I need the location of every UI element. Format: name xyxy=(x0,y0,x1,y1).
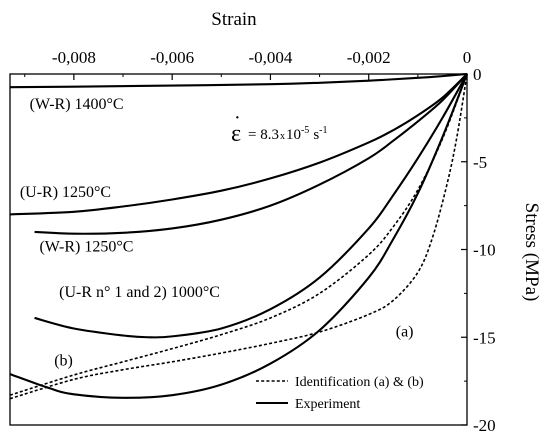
legend: Identification (a) & (b) Experiment xyxy=(256,375,424,412)
curves-group xyxy=(9,72,468,400)
strain-rate-label: ε · = 8.3x10-5 s-1 xyxy=(231,107,328,147)
strain-rate-exponent: -5 xyxy=(301,125,309,136)
curve-annotations: (W-R) 1400°C (U-R) 1250°C (W-R) 1250°C (U-R… xyxy=(20,96,414,369)
legend-label: Experiment xyxy=(295,397,360,412)
annotation-2: (U-R) 1250°C xyxy=(20,184,111,201)
y-tick-label: -15 xyxy=(473,328,496,347)
annotation-3: (W-R) 1250°C xyxy=(39,238,133,255)
annotation-5: (a) xyxy=(396,323,414,340)
strain-rate-dot: · xyxy=(234,107,241,129)
annotation-6: (b) xyxy=(54,352,73,369)
x-tick-label: -0,006 xyxy=(150,48,194,67)
legend-label: Identification (a) & (b) xyxy=(295,375,424,390)
curve-4 xyxy=(34,73,468,339)
x-axis-title: Strain xyxy=(211,9,257,30)
strain-rate-unit-exponent: -1 xyxy=(319,125,327,136)
strain-rate-times: x xyxy=(280,131,285,142)
x-tick-label: -0,004 xyxy=(248,48,292,67)
x-tick-label: 0 xyxy=(463,48,472,67)
x-tick-label: -0,008 xyxy=(52,48,96,67)
strain-rate-symbol: ε xyxy=(231,121,241,147)
y-tick-label: -20 xyxy=(473,416,496,435)
y-axis-title: Stress (MPa) xyxy=(521,203,542,302)
strain-rate-prefix: = 8.3 xyxy=(248,127,279,143)
curve-6 xyxy=(9,73,468,400)
curve-3 xyxy=(34,73,468,235)
y-ticks: 0 -5 -10 -15 -20 xyxy=(461,65,496,435)
x-ticks: -0,008 -0,006 -0,004 -0,002 0 xyxy=(24,48,472,80)
y-tick-label: -5 xyxy=(473,153,487,172)
curve-2 xyxy=(9,73,468,216)
annotation-1: (W-R) 1400°C xyxy=(30,96,124,113)
strain-rate-base: 10 xyxy=(286,127,301,143)
curve-1 xyxy=(9,72,468,89)
x-tick-label: -0,002 xyxy=(347,48,391,67)
strain-rate-value: = 8.3x10-5 s-1 xyxy=(248,125,328,143)
curve-5 xyxy=(9,73,468,399)
y-tick-label: -10 xyxy=(473,241,496,260)
strain-rate-unit: s xyxy=(313,127,319,143)
annotation-4: (U-R n° 1 and 2) 1000°C xyxy=(59,284,220,301)
curve-7 xyxy=(9,73,468,396)
y-tick-label: 0 xyxy=(473,65,482,84)
